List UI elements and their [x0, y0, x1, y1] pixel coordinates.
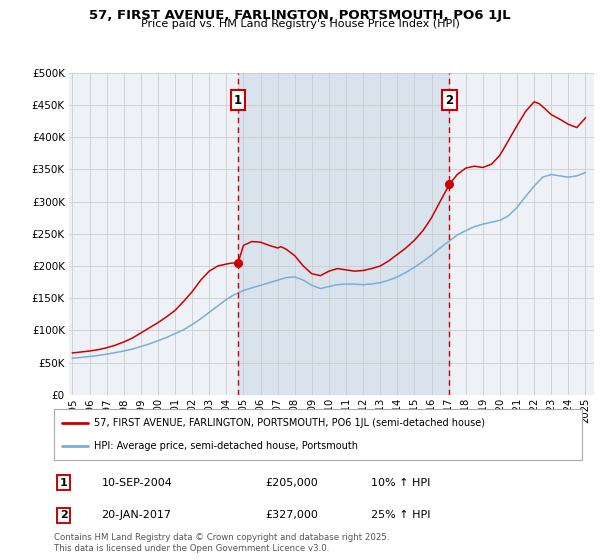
- Text: 20-JAN-2017: 20-JAN-2017: [101, 510, 172, 520]
- Text: 57, FIRST AVENUE, FARLINGTON, PORTSMOUTH, PO6 1JL: 57, FIRST AVENUE, FARLINGTON, PORTSMOUTH…: [89, 9, 511, 22]
- Text: 2: 2: [59, 510, 67, 520]
- Text: HPI: Average price, semi-detached house, Portsmouth: HPI: Average price, semi-detached house,…: [94, 441, 358, 451]
- Text: 10-SEP-2004: 10-SEP-2004: [101, 478, 172, 488]
- Text: 2: 2: [445, 94, 454, 106]
- FancyBboxPatch shape: [54, 409, 582, 460]
- Text: Price paid vs. HM Land Registry's House Price Index (HPI): Price paid vs. HM Land Registry's House …: [140, 19, 460, 29]
- Text: £327,000: £327,000: [265, 510, 318, 520]
- Text: 10% ↑ HPI: 10% ↑ HPI: [371, 478, 430, 488]
- Text: 57, FIRST AVENUE, FARLINGTON, PORTSMOUTH, PO6 1JL (semi-detached house): 57, FIRST AVENUE, FARLINGTON, PORTSMOUTH…: [94, 418, 485, 428]
- Text: Contains HM Land Registry data © Crown copyright and database right 2025.
This d: Contains HM Land Registry data © Crown c…: [54, 533, 389, 553]
- Text: 25% ↑ HPI: 25% ↑ HPI: [371, 510, 430, 520]
- Text: £205,000: £205,000: [265, 478, 318, 488]
- Text: 1: 1: [234, 94, 242, 106]
- Bar: [238, 73, 449, 395]
- Text: 1: 1: [59, 478, 67, 488]
